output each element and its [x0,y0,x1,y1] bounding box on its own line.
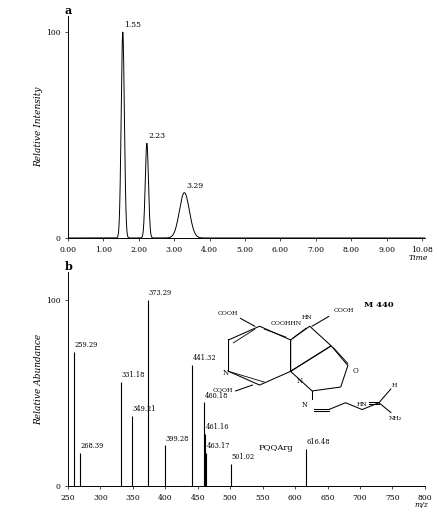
Text: 2.23: 2.23 [148,132,166,140]
Text: O: O [352,367,358,376]
Text: 501.02: 501.02 [231,453,254,461]
Text: M 440: M 440 [364,301,394,309]
Text: COOHHN: COOHHN [270,321,301,326]
Text: COOH: COOH [218,311,238,316]
Text: HN: HN [302,315,313,320]
Text: m/z: m/z [414,502,428,509]
Text: 441.32: 441.32 [193,355,216,362]
Text: 268.39: 268.39 [81,442,104,450]
Text: Time: Time [409,254,428,262]
Text: NH₂: NH₂ [389,416,402,422]
Text: 259.29: 259.29 [74,342,98,349]
Text: a: a [64,5,71,16]
Text: PQQArg: PQQArg [259,444,293,452]
Text: COOH: COOH [334,309,354,313]
Text: N: N [297,377,303,385]
Text: b: b [64,261,72,272]
Text: 1.55: 1.55 [124,21,141,29]
Text: 616.48: 616.48 [307,438,330,446]
Text: 331.18: 331.18 [121,371,145,379]
Text: COOH: COOH [213,389,233,393]
Text: HN: HN [356,402,367,407]
Y-axis label: Relative Abundance: Relative Abundance [34,334,43,425]
Text: N: N [223,369,229,377]
Text: 460.18: 460.18 [205,392,228,400]
Text: 3.29: 3.29 [186,181,203,190]
Text: 461.16: 461.16 [205,424,229,431]
Text: 399.28: 399.28 [166,435,189,442]
Text: 349.21: 349.21 [133,405,156,413]
Text: 373.29: 373.29 [148,289,172,297]
Text: N: N [302,401,308,408]
Text: 463.17: 463.17 [207,442,230,450]
Text: H: H [392,383,397,388]
Y-axis label: Relative Intensity: Relative Intensity [34,87,43,167]
